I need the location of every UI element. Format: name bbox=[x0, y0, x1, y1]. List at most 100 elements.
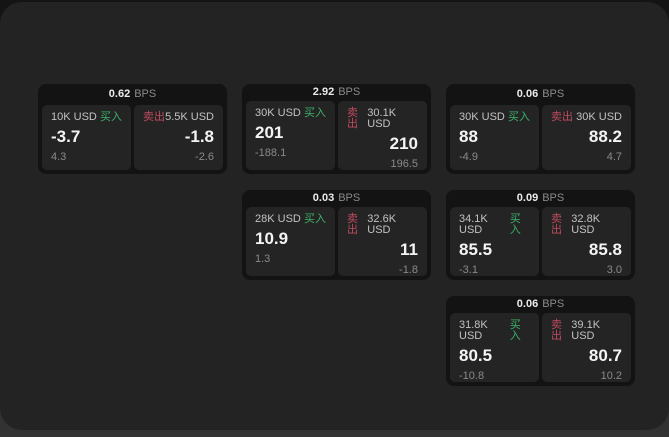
bps-unit-label: BPS bbox=[542, 298, 565, 311]
sell-tag: 卖出 bbox=[347, 107, 358, 131]
sell-panel[interactable]: 卖出 32.8K USD 85.8 3.0 bbox=[542, 207, 631, 276]
buy-sell-panels: 34.1K USD 买入 85.5 -3.1 卖出 32.8K USD 85.8… bbox=[450, 207, 631, 276]
buy-panel[interactable]: 31.8K USD 买入 80.5 -10.8 bbox=[450, 313, 539, 382]
sell-panel[interactable]: 卖出 5.5K USD -1.8 -2.6 bbox=[134, 105, 223, 170]
sell-sub-value: 4.7 bbox=[606, 150, 622, 163]
sell-tag: 卖出 bbox=[551, 213, 562, 237]
sell-tag: 卖出 bbox=[551, 319, 562, 343]
buy-panel[interactable]: 30K USD 买入 201 -188.1 bbox=[246, 101, 335, 170]
buy-sell-panels: 30K USD 买入 88 -4.9 卖出 30K USD 88.2 4.7 bbox=[450, 105, 631, 170]
buy-price-value: 10.9 bbox=[255, 229, 289, 249]
quote-cards-grid: 0.62 BPS 10K USD 买入 -3.7 4.3 卖出 5.5K USD… bbox=[38, 84, 635, 386]
sell-tag: 卖出 bbox=[347, 213, 358, 237]
buy-amount-label: 10K USD bbox=[51, 111, 97, 123]
buy-sub-value: -3.1 bbox=[459, 264, 478, 276]
buy-sell-panels: 10K USD 买入 -3.7 4.3 卖出 5.5K USD -1.8 -2.… bbox=[42, 105, 223, 170]
sell-amount-label: 39.1K USD bbox=[571, 319, 601, 343]
buy-panel-header: 34.1K USD 买入 bbox=[459, 214, 530, 236]
bps-quote-card: 0.62 BPS 10K USD 买入 -3.7 4.3 卖出 5.5K USD… bbox=[38, 84, 227, 174]
bps-quote-card: 0.03 BPS 28K USD 买入 10.9 1.3 卖出 32.6K US… bbox=[242, 190, 431, 280]
buy-tag: 买入 bbox=[304, 107, 326, 120]
buy-price-value: 85.5 bbox=[459, 240, 493, 260]
sell-panel[interactable]: 卖出 30.1K USD 210 196.5 bbox=[338, 101, 427, 170]
sell-panel[interactable]: 卖出 32.6K USD 11 -1.8 bbox=[338, 207, 427, 276]
bps-value: 0.09 bbox=[516, 192, 539, 205]
sell-price-value: 11 bbox=[400, 240, 418, 260]
sell-tag: 卖出 bbox=[551, 111, 573, 123]
buy-panel[interactable]: 28K USD 买入 10.9 1.3 bbox=[246, 207, 335, 276]
sell-price-value: 88.2 bbox=[588, 127, 622, 146]
sell-sub-value: 3.0 bbox=[606, 264, 622, 276]
buy-price-value: 201 bbox=[255, 123, 284, 143]
sell-sub-value: 196.5 bbox=[390, 158, 418, 170]
buy-sub-value: -10.8 bbox=[459, 370, 485, 382]
bps-header: 0.06 BPS bbox=[450, 296, 631, 313]
sell-panel-header: 卖出 32.6K USD bbox=[347, 214, 418, 236]
sell-panel-header: 卖出 32.8K USD bbox=[551, 214, 622, 236]
buy-sell-panels: 28K USD 买入 10.9 1.3 卖出 32.6K USD 11 -1.8 bbox=[246, 207, 427, 276]
buy-amount-label: 28K USD bbox=[255, 213, 301, 226]
sell-amount-label: 5.5K USD bbox=[165, 111, 214, 123]
sell-panel-header: 卖出 30.1K USD bbox=[347, 108, 418, 130]
bps-quote-card: 2.92 BPS 30K USD 买入 201 -188.1 卖出 30.1K … bbox=[242, 84, 431, 174]
buy-sub-value: -4.9 bbox=[459, 150, 478, 163]
sell-amount-label: 32.6K USD bbox=[367, 213, 397, 237]
buy-amount-label: 30K USD bbox=[255, 107, 301, 120]
bps-quote-card: 0.06 BPS 30K USD 买入 88 -4.9 卖出 30K USD 8… bbox=[446, 84, 635, 174]
buy-amount-label: 31.8K USD bbox=[459, 319, 488, 343]
sell-amount-label: 32.8K USD bbox=[571, 213, 601, 237]
buy-amount-label: 30K USD bbox=[459, 111, 505, 123]
sell-panel[interactable]: 卖出 39.1K USD 80.7 10.2 bbox=[542, 313, 631, 382]
sell-sub-value: 10.2 bbox=[600, 370, 622, 382]
buy-tag: 买入 bbox=[509, 319, 521, 343]
bps-header: 0.09 BPS bbox=[450, 190, 631, 207]
bps-quote-card: 0.09 BPS 34.1K USD 买入 85.5 -3.1 卖出 32.8K… bbox=[446, 190, 635, 280]
bps-value: 0.06 bbox=[516, 298, 539, 311]
buy-price-value: 88 bbox=[459, 127, 478, 146]
buy-sub-value: 1.3 bbox=[255, 253, 271, 265]
sell-price-value: -1.8 bbox=[184, 127, 214, 146]
buy-panel-header: 30K USD 买入 bbox=[255, 108, 326, 119]
sell-price-value: 80.7 bbox=[588, 346, 622, 366]
buy-price-value: -3.7 bbox=[51, 127, 81, 146]
bps-header: 2.92 BPS bbox=[246, 84, 427, 101]
sell-sub-value: -1.8 bbox=[399, 264, 418, 276]
buy-sell-panels: 31.8K USD 买入 80.5 -10.8 卖出 39.1K USD 80.… bbox=[450, 313, 631, 382]
bps-quote-card: 0.06 BPS 31.8K USD 买入 80.5 -10.8 卖出 39.1… bbox=[446, 296, 635, 386]
buy-panel-header: 30K USD 买入 bbox=[459, 112, 530, 123]
bps-header: 0.06 BPS bbox=[450, 84, 631, 105]
buy-sell-panels: 30K USD 买入 201 -188.1 卖出 30.1K USD 210 1… bbox=[246, 101, 427, 170]
bps-unit-label: BPS bbox=[134, 88, 157, 100]
sell-panel-header: 卖出 39.1K USD bbox=[551, 320, 622, 342]
bps-value: 0.62 bbox=[108, 88, 131, 100]
buy-sub-value: -188.1 bbox=[255, 147, 287, 159]
buy-sub-value: 4.3 bbox=[51, 150, 67, 163]
sell-panel-header: 卖出 5.5K USD bbox=[143, 112, 214, 123]
buy-tag: 买入 bbox=[508, 111, 530, 123]
buy-panel-header: 28K USD 买入 bbox=[255, 214, 326, 225]
bps-unit-label: BPS bbox=[338, 192, 361, 205]
buy-price-value: 80.5 bbox=[459, 346, 493, 366]
sell-panel-header: 卖出 30K USD bbox=[551, 112, 622, 123]
bps-unit-label: BPS bbox=[338, 86, 361, 99]
buy-panel[interactable]: 34.1K USD 买入 85.5 -3.1 bbox=[450, 207, 539, 276]
buy-panel[interactable]: 30K USD 买入 88 -4.9 bbox=[450, 105, 539, 170]
buy-tag: 买入 bbox=[509, 213, 521, 237]
buy-amount-label: 34.1K USD bbox=[459, 213, 488, 237]
sell-tag: 卖出 bbox=[143, 111, 165, 123]
sell-price-value: 85.8 bbox=[588, 240, 622, 260]
buy-panel-header: 31.8K USD 买入 bbox=[459, 320, 530, 342]
bps-unit-label: BPS bbox=[542, 192, 565, 205]
bps-header: 0.62 BPS bbox=[42, 84, 223, 105]
buy-panel[interactable]: 10K USD 买入 -3.7 4.3 bbox=[42, 105, 131, 170]
buy-tag: 买入 bbox=[304, 213, 326, 226]
bps-value: 0.03 bbox=[312, 192, 335, 205]
sell-panel[interactable]: 卖出 30K USD 88.2 4.7 bbox=[542, 105, 631, 170]
sell-price-value: 210 bbox=[389, 134, 418, 154]
bps-value: 2.92 bbox=[312, 86, 335, 99]
sell-sub-value: -2.6 bbox=[195, 150, 214, 163]
app-window: 0.62 BPS 10K USD 买入 -3.7 4.3 卖出 5.5K USD… bbox=[0, 2, 669, 430]
sell-amount-label: 30K USD bbox=[576, 111, 622, 123]
sell-amount-label: 30.1K USD bbox=[367, 107, 397, 131]
bps-unit-label: BPS bbox=[542, 88, 565, 100]
